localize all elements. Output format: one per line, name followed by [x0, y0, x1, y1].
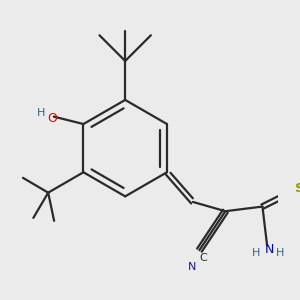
- Text: N: N: [188, 262, 196, 272]
- Text: H: H: [276, 248, 284, 258]
- Text: O: O: [47, 112, 57, 125]
- Text: H: H: [252, 248, 260, 258]
- Text: S: S: [295, 182, 300, 195]
- Text: N: N: [264, 243, 274, 256]
- Text: C: C: [199, 253, 207, 262]
- Text: H: H: [37, 108, 45, 118]
